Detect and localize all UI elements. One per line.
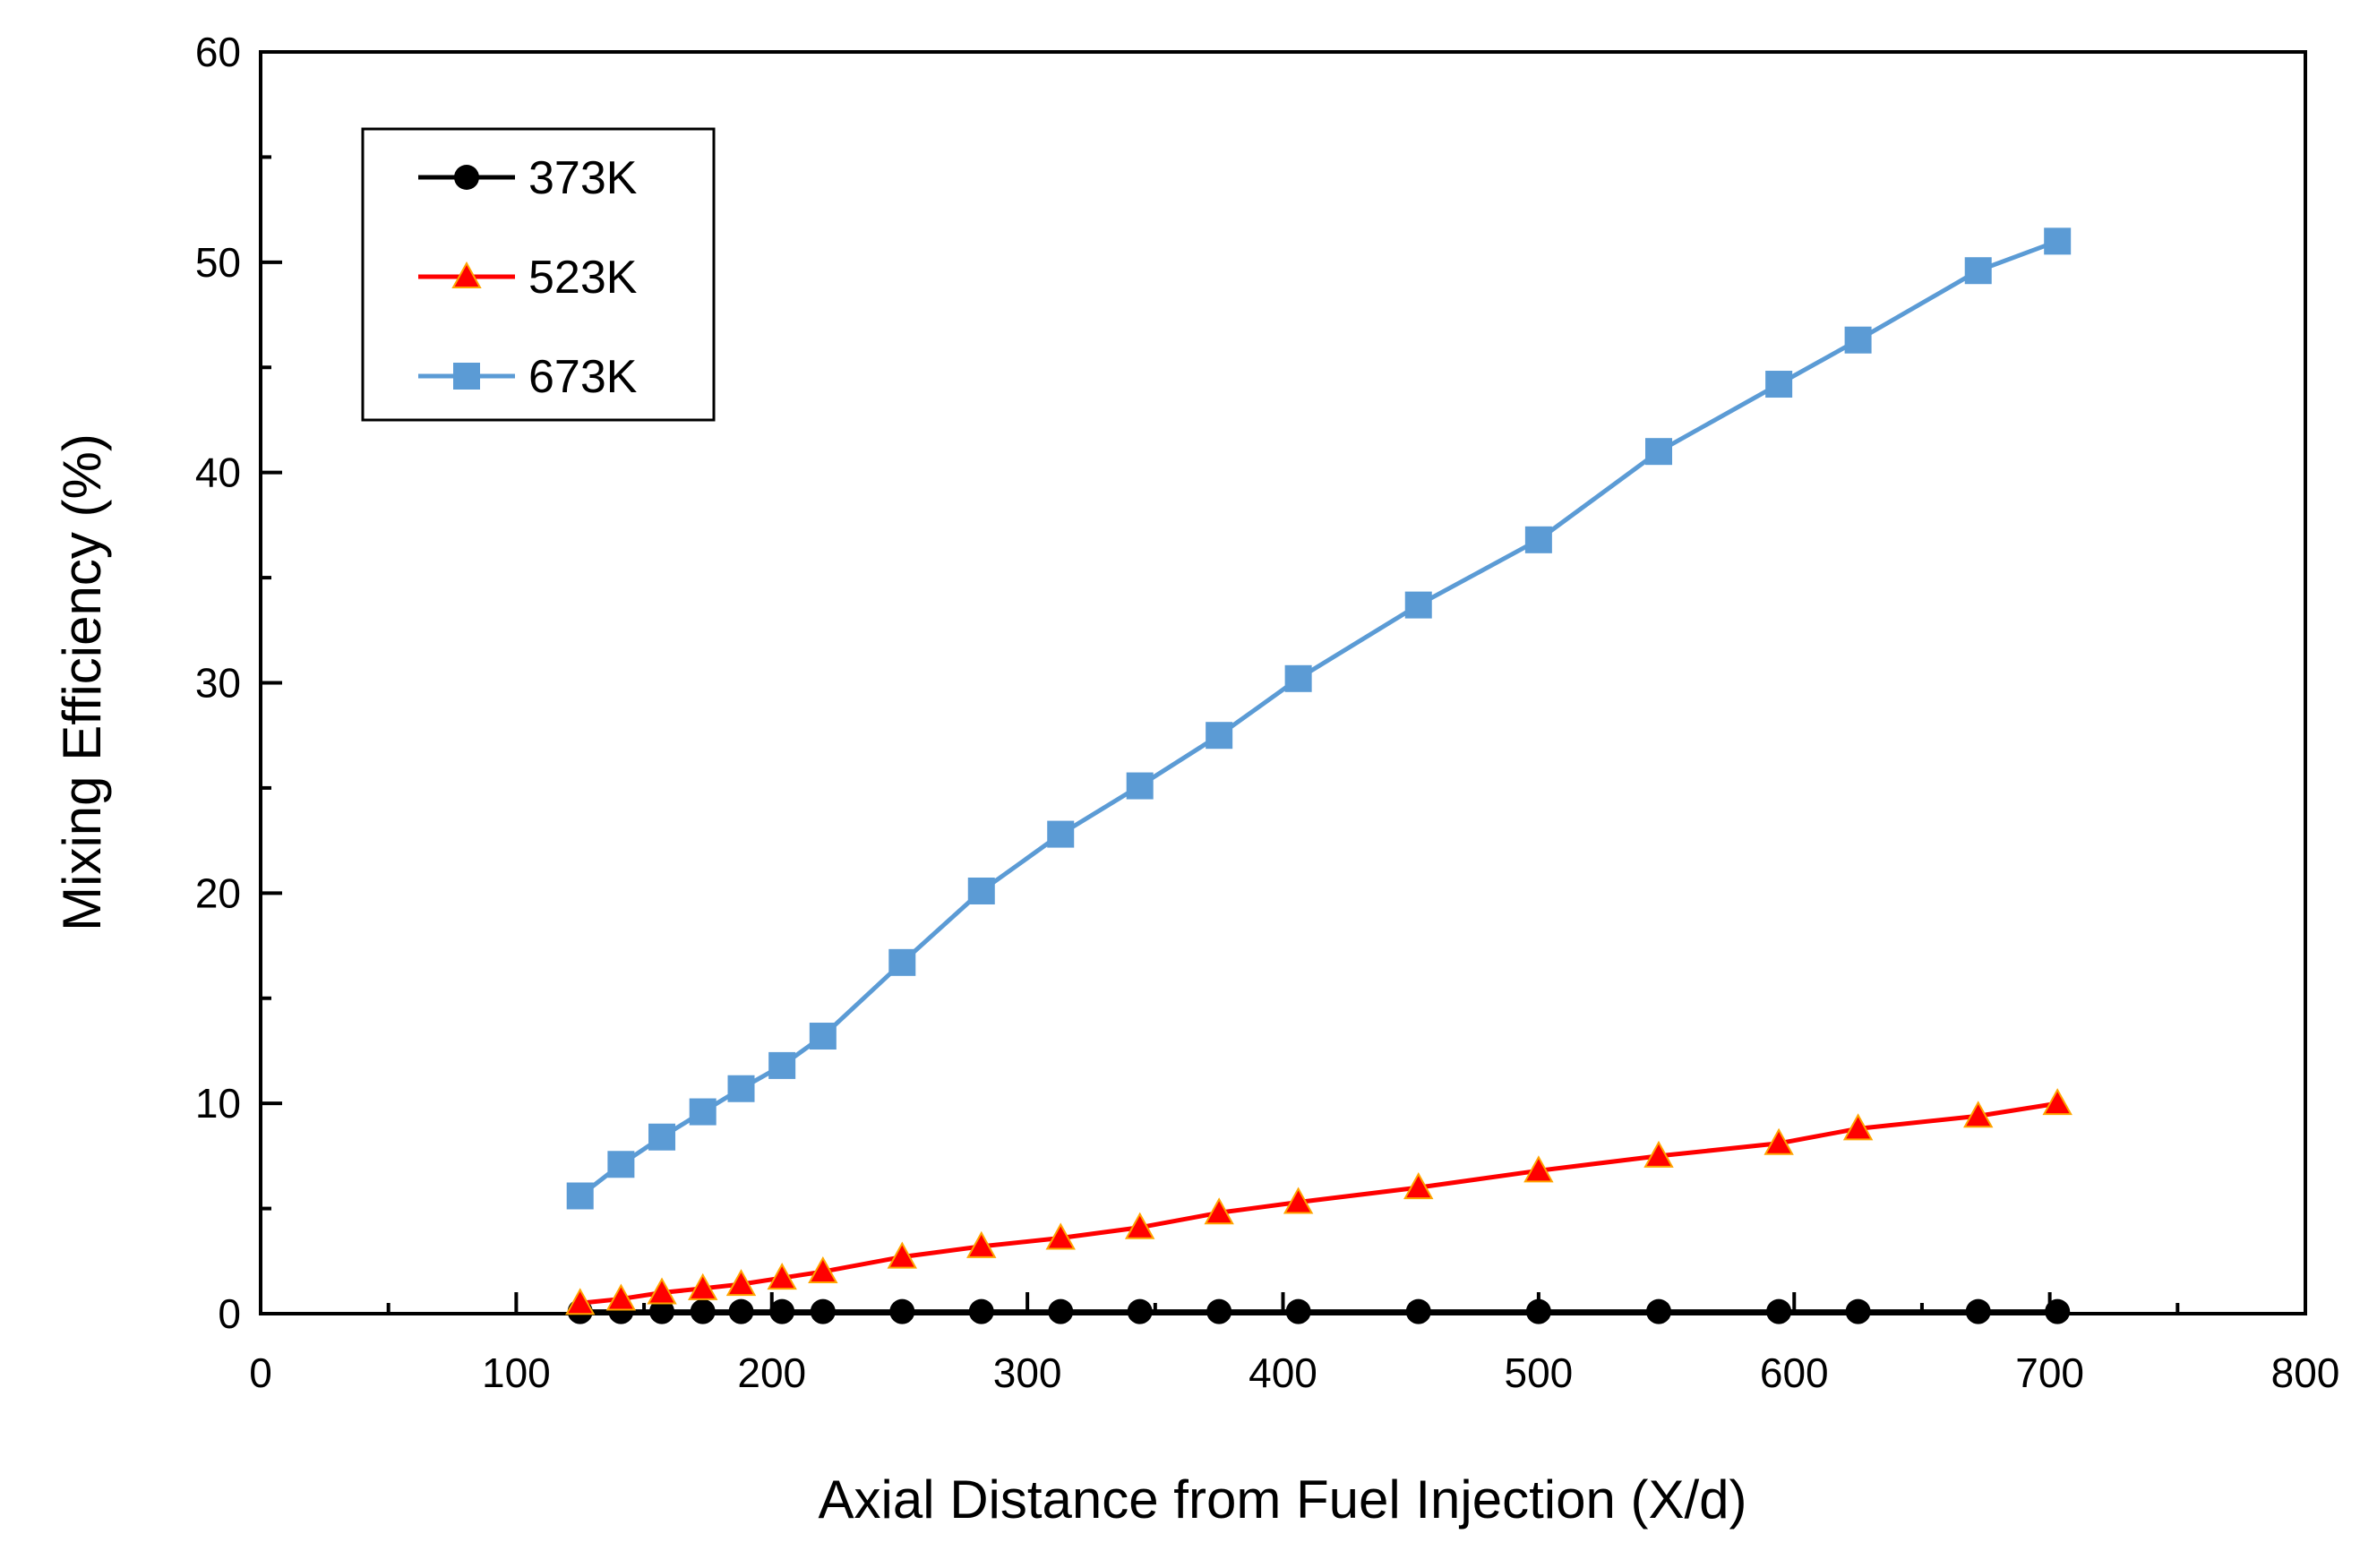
data-point (968, 1298, 994, 1324)
data-point (647, 1277, 677, 1305)
data-point (967, 877, 995, 904)
y-tick-label: 20 (195, 870, 241, 916)
data-point (1766, 1298, 1792, 1324)
data-point (1765, 371, 1793, 398)
data-point (1646, 1298, 1672, 1324)
data-point (1284, 664, 1312, 692)
data-point (1643, 1140, 1674, 1168)
data-point (689, 1098, 717, 1126)
data-point (1845, 1298, 1871, 1324)
x-tick-label: 0 (249, 1350, 272, 1396)
legend-marker (451, 261, 482, 288)
data-point (1283, 1187, 1314, 1214)
data-point (1523, 1155, 1554, 1183)
y-tick-label: 10 (195, 1080, 241, 1127)
series-523K (565, 1088, 2073, 1315)
x-tick-label: 600 (1760, 1350, 1829, 1396)
data-point (727, 1075, 755, 1102)
data-point (690, 1298, 716, 1324)
data-point (1842, 1113, 1874, 1141)
data-point (1404, 591, 1432, 619)
data-point (769, 1298, 795, 1324)
data-point (1206, 722, 1233, 750)
y-axis-label: Mixing Efficiency (%) (52, 433, 112, 931)
data-point (768, 1051, 796, 1079)
series-line (579, 239, 2059, 1198)
data-point (809, 1023, 837, 1050)
data-point (725, 1269, 757, 1297)
data-point (1127, 1298, 1153, 1324)
y-tick-label: 50 (195, 239, 241, 286)
legend-label: 523K (528, 252, 638, 304)
legend-label: 373K (528, 152, 638, 204)
data-point (1525, 1298, 1551, 1324)
data-point (728, 1298, 754, 1324)
y-tick-label: 60 (195, 29, 241, 75)
data-point (1965, 1298, 1991, 1324)
data-point (1285, 1298, 1311, 1324)
data-point (607, 1151, 635, 1178)
data-point (810, 1298, 836, 1324)
data-point (1048, 1298, 1074, 1324)
data-point (1844, 326, 1872, 354)
data-point (887, 1241, 917, 1269)
series-373K (567, 1298, 2071, 1324)
x-axis-label: Axial Distance from Fuel Injection (X/d) (818, 1469, 1746, 1529)
x-tick-label: 400 (1249, 1350, 1317, 1396)
series-layer (565, 227, 2073, 1324)
data-point (566, 1182, 594, 1210)
data-point (966, 1230, 997, 1258)
legend-label: 673K (528, 351, 638, 403)
data-point (1126, 772, 1154, 800)
x-tick-label: 800 (2271, 1350, 2340, 1396)
legend-marker (453, 363, 480, 390)
data-point (2042, 1088, 2073, 1116)
data-point (649, 1298, 675, 1324)
data-point (1963, 1101, 1994, 1128)
x-tick-label: 200 (737, 1350, 806, 1396)
legend-marker (454, 165, 479, 190)
data-point (1206, 1298, 1232, 1324)
data-point (1124, 1212, 1155, 1239)
data-point (1204, 1197, 1234, 1225)
data-point (605, 1283, 637, 1311)
data-point (1403, 1172, 1434, 1200)
data-point (648, 1123, 676, 1151)
data-point (565, 1288, 596, 1315)
y-tick-label: 40 (195, 450, 241, 496)
x-tick-label: 500 (1505, 1350, 1574, 1396)
data-point (1645, 438, 1673, 466)
y-tick-label: 30 (195, 660, 241, 707)
data-point (687, 1272, 718, 1300)
data-point (1405, 1298, 1431, 1324)
data-point (767, 1263, 797, 1290)
legend: 373K 523K 673K (361, 127, 716, 422)
data-point (1764, 1127, 1794, 1155)
x-tick-label: 100 (482, 1350, 551, 1396)
axis-ticks: 0 100 200 300 400 500 600 700 800 0 10 20 30 40 50 60 (195, 29, 2340, 1396)
x-tick-label: 300 (993, 1350, 1062, 1396)
data-point (1524, 526, 1552, 553)
series-line (579, 1101, 2058, 1306)
data-point (808, 1255, 838, 1284)
data-point (2044, 227, 2072, 255)
data-point (1964, 257, 1992, 285)
series-673K (566, 227, 2072, 1210)
y-tick-label: 0 (218, 1290, 241, 1337)
data-point (1047, 820, 1075, 848)
data-point (2045, 1298, 2071, 1324)
data-point (888, 948, 916, 976)
data-point (1045, 1222, 1076, 1250)
data-point (889, 1298, 915, 1324)
x-tick-label: 700 (2015, 1350, 2084, 1396)
